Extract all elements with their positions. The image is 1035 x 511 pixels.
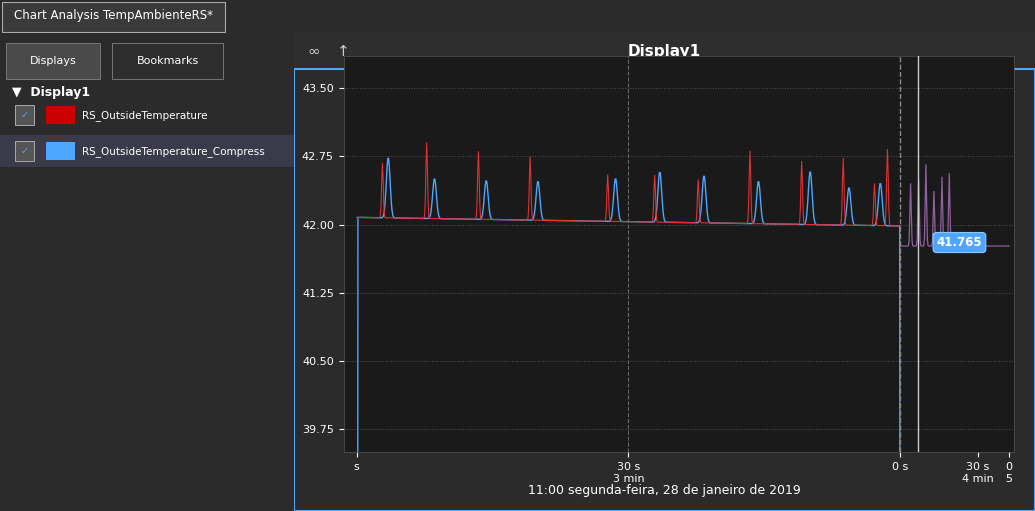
Text: ∞: ∞	[307, 44, 320, 59]
Text: Display1: Display1	[628, 44, 701, 59]
Bar	[294, 33, 1035, 69]
Text: 11:00 segunda-feira, 28 de janeiro de 2019: 11:00 segunda-feira, 28 de janeiro de 20…	[528, 484, 801, 497]
Bar	[2, 3, 225, 32]
Text: Displays: Displays	[30, 56, 77, 66]
Bar	[14, 141, 34, 161]
Text: ▼  Display1: ▼ Display1	[11, 86, 90, 100]
Text: Chart Analysis TempAmbienteRS*: Chart Analysis TempAmbienteRS*	[14, 9, 213, 22]
Text: RS_OutsideTemperature: RS_OutsideTemperature	[83, 110, 208, 121]
Bar	[0, 134, 294, 167]
Text: 41.765: 41.765	[937, 236, 982, 249]
Bar	[6, 43, 100, 79]
Bar	[112, 43, 224, 79]
Bar	[46, 106, 75, 125]
Text: Bookmarks: Bookmarks	[137, 56, 199, 66]
Text: ✓: ✓	[20, 146, 28, 156]
Text: ✓: ✓	[20, 110, 28, 121]
Bar	[46, 142, 75, 160]
Bar	[14, 105, 34, 125]
Text: ↑: ↑	[337, 44, 350, 59]
Text: RS_OutsideTemperature_Compress: RS_OutsideTemperature_Compress	[83, 146, 265, 157]
